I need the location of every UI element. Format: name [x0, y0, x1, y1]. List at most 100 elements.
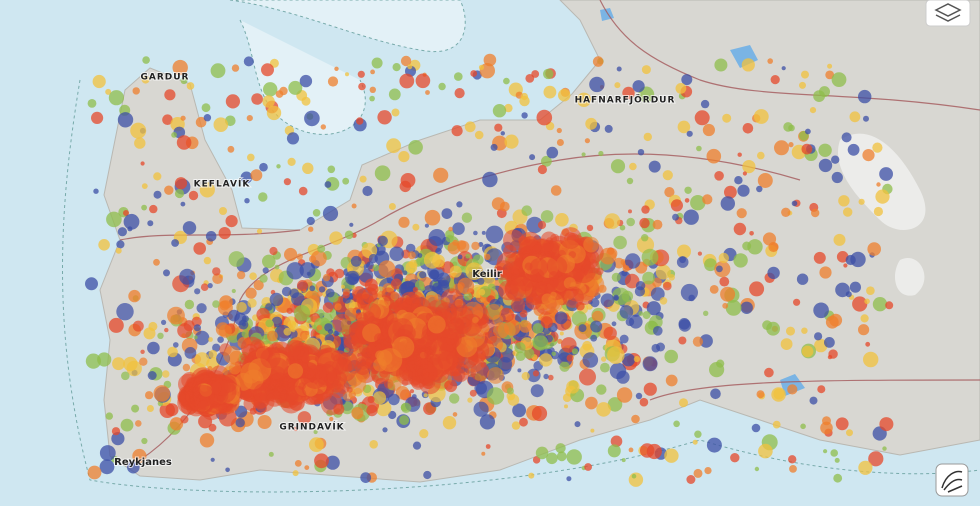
quake-dot [342, 177, 350, 185]
quake-dot [648, 160, 661, 173]
quake-dot [405, 261, 418, 274]
quake-dot [722, 302, 729, 309]
quake-dot [801, 70, 809, 79]
quake-dot [559, 361, 570, 372]
quake-dot [737, 152, 742, 157]
quake-dot [576, 92, 592, 108]
quake-dot [498, 356, 513, 372]
quake-dot [219, 207, 227, 215]
quake-dot [863, 351, 879, 368]
quake-dot [482, 171, 498, 188]
quake-dot [327, 76, 339, 87]
quake-dot [858, 89, 872, 104]
quake-dot [302, 162, 314, 174]
quake-dot [433, 277, 438, 283]
quake-dot [419, 429, 429, 439]
quake-dot [641, 248, 659, 266]
quake-dot [225, 215, 238, 228]
quake-dot [845, 254, 856, 266]
quake-dot [607, 346, 625, 365]
quake-dot [492, 104, 507, 118]
quake-dot [827, 63, 833, 69]
quake-dot [147, 341, 160, 355]
quake-dot [195, 116, 207, 128]
quake-dot [772, 420, 781, 429]
quake-dot [164, 185, 174, 195]
quake-dot [366, 261, 374, 270]
quake-dot [532, 323, 544, 334]
quake-dot [392, 63, 401, 72]
quake-dot [197, 400, 209, 412]
quake-dot [399, 73, 415, 89]
quake-dot [161, 319, 167, 325]
quake-dot [503, 77, 510, 85]
quake-dot [532, 335, 549, 351]
quake-dot [327, 165, 336, 174]
quake-dot [631, 414, 640, 424]
quake-dot [243, 56, 254, 67]
quake-dot [298, 186, 308, 196]
quake-dot [749, 231, 754, 236]
quake-dot [474, 130, 484, 140]
quake-dot [528, 472, 535, 479]
quake-dot [401, 283, 407, 290]
quake-dot [407, 251, 416, 260]
quake-dot [641, 65, 651, 75]
quake-dot [428, 229, 446, 246]
quake-dot [408, 140, 423, 155]
quake-dot [809, 107, 817, 114]
quake-dot [241, 329, 250, 338]
quake-dot [212, 343, 221, 352]
quake-dot [147, 220, 154, 227]
quake-dot [283, 178, 291, 186]
quake-dot [598, 150, 604, 157]
quake-dot [135, 420, 142, 427]
quake-dot [860, 314, 869, 323]
quake-dot [105, 412, 114, 420]
quake-dot [332, 358, 348, 375]
quake-dot [425, 90, 430, 95]
quake-dot [256, 307, 270, 322]
quake-dot [186, 376, 197, 388]
quake-dot [737, 184, 750, 197]
road [119, 0, 980, 461]
quake-dot [444, 380, 453, 390]
quake-dot [355, 357, 366, 368]
quake-dot [210, 378, 229, 396]
quake-dot [867, 242, 881, 256]
quake-dot [85, 353, 101, 369]
quake-dot [130, 122, 147, 139]
quake-dot [680, 283, 699, 302]
layers-button[interactable] [925, 0, 971, 27]
quake-dot [359, 175, 367, 183]
quake-dot [709, 285, 719, 294]
quake-dot [345, 270, 360, 286]
quake-dot [724, 185, 737, 199]
quake-dot [581, 152, 586, 157]
quake-dot [781, 66, 786, 71]
quake-dot [512, 403, 526, 418]
quake-dot [571, 311, 587, 327]
quake-dot [286, 385, 307, 406]
quake-dot [549, 278, 560, 288]
logo-button[interactable] [935, 463, 969, 497]
quake-dot [105, 88, 112, 95]
quake-dot [780, 338, 793, 350]
quake-dot [188, 190, 199, 201]
quake-dot [579, 368, 596, 386]
quake-dot [799, 81, 806, 89]
quake-dot [607, 444, 621, 458]
quake-dot [578, 324, 587, 333]
quake-dot [340, 284, 346, 289]
quake-dot [479, 414, 495, 430]
quake-dot [521, 112, 528, 119]
quake-dot [281, 286, 292, 297]
quake-dot [454, 72, 463, 81]
quake-dot [320, 124, 326, 130]
quake-dot [823, 449, 828, 454]
quake-dot [720, 196, 735, 211]
quake-dot [454, 88, 465, 99]
quake-dot [535, 446, 549, 460]
quake-dot [590, 428, 595, 433]
quake-dot [306, 216, 315, 226]
